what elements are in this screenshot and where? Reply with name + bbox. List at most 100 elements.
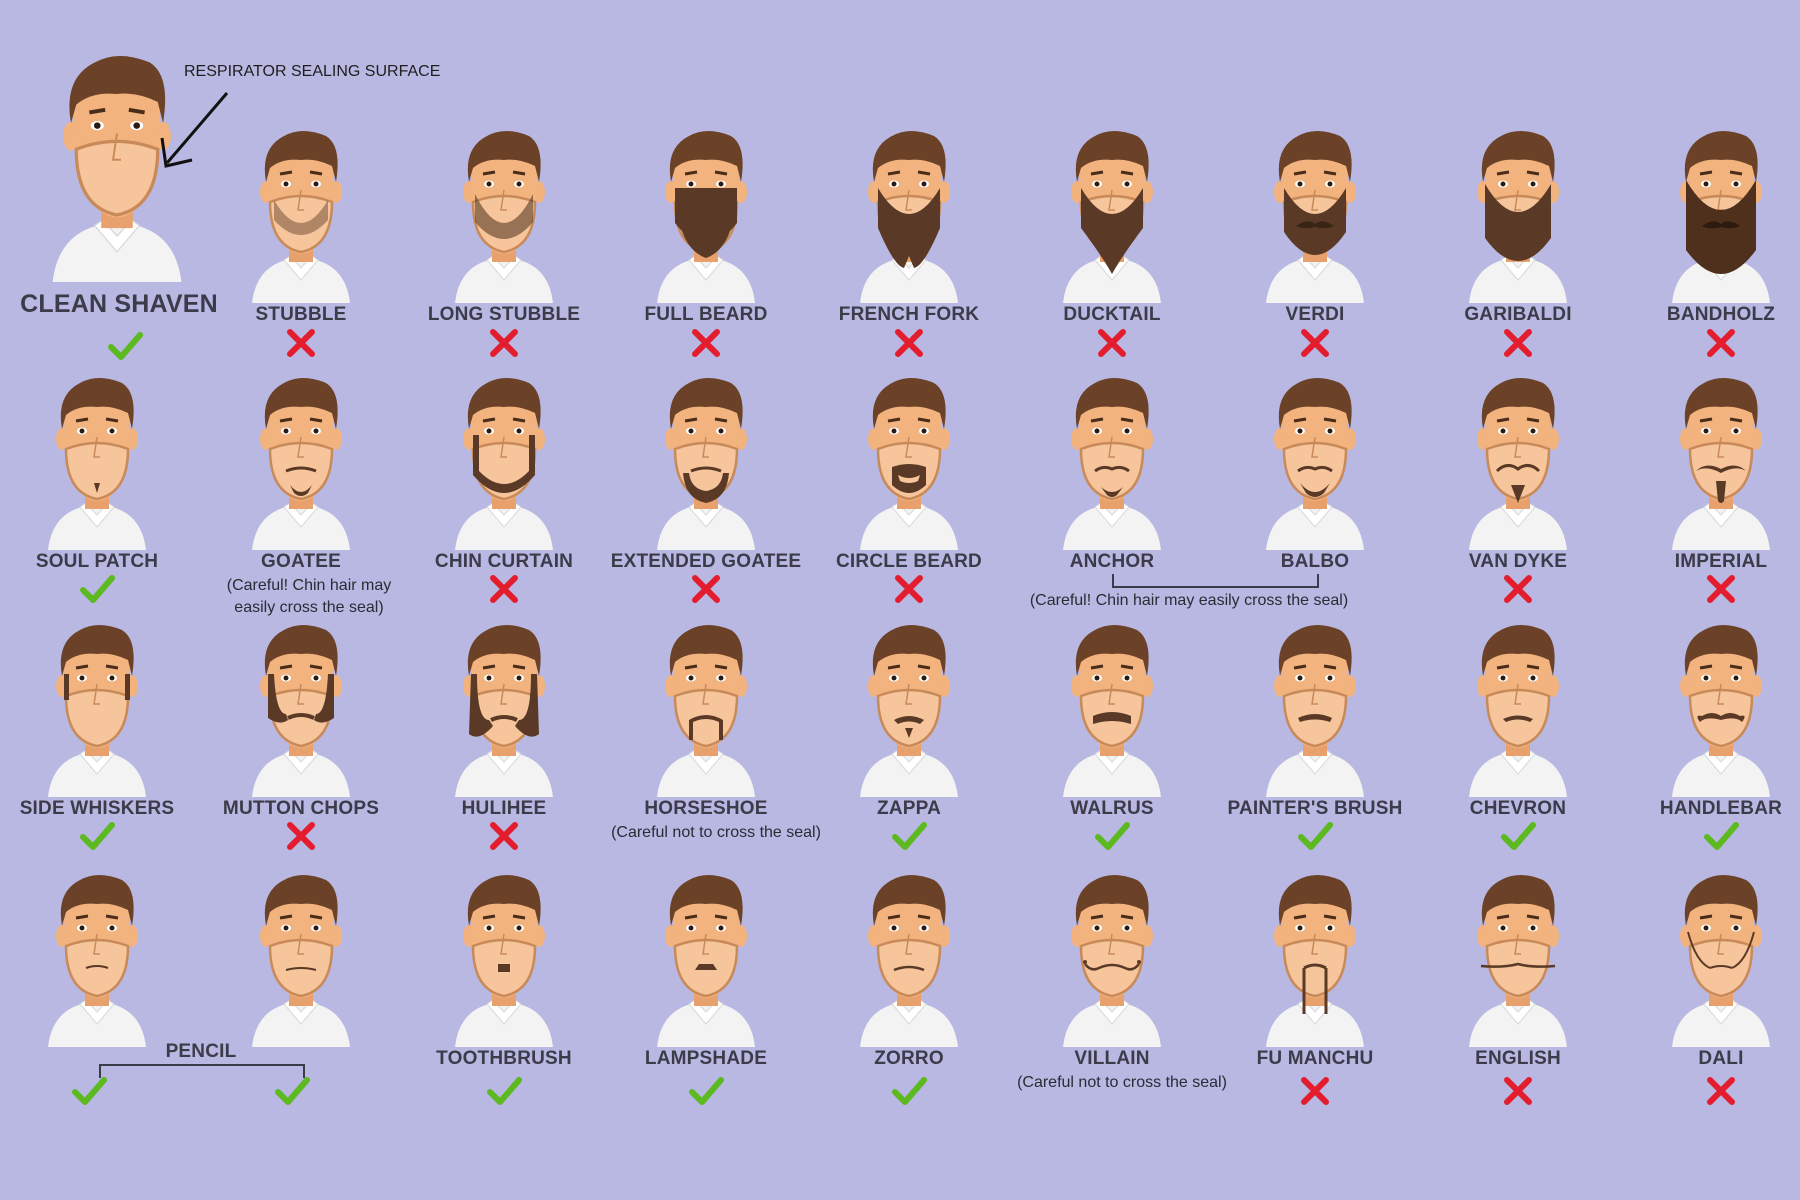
face-chin-curtain-icon [449,375,559,550]
face-bandholz-icon [1666,128,1776,303]
style-label: STUBBLE [255,304,347,325]
check-mark-icon [79,820,115,852]
face-stubble-icon [246,128,356,303]
caution-note: (Careful not to cross the seal) [611,824,821,841]
style-label: FULL BEARD [644,304,768,325]
x-mark-icon [283,820,319,852]
callout-arrow-icon [160,92,229,168]
check-mark-icon [1094,820,1130,852]
x-mark-icon [486,327,522,359]
check-mark-icon [1500,820,1536,852]
face-soul-patch-icon [42,375,152,550]
style-label: ZORRO [874,1048,944,1069]
face-long-stubble-icon [449,128,559,303]
check-mark-icon [1297,820,1333,852]
style-label: CHEVRON [1469,798,1567,819]
check-mark-icon [486,1075,522,1107]
face-ducktail-icon [1057,128,1167,303]
style-label: LAMPSHADE [644,1048,768,1069]
style-label: MUTTON CHOPS [222,798,380,819]
anchor-balbo-caution-note: (Careful! Chin hair may easily cross the… [1029,592,1349,609]
pencil-label: PENCIL [165,1041,237,1062]
style-label: IMPERIAL [1674,551,1768,572]
face-zappa-icon [854,622,964,797]
x-mark-icon [1703,327,1739,359]
x-mark-icon [1297,327,1333,359]
check-mark-icon [1703,820,1739,852]
style-label: CLEAN SHAVEN [20,290,218,318]
style-label: VILLAIN [1074,1048,1150,1069]
face-van-dyke-icon [1463,375,1573,550]
callout-label: RESPIRATOR SEALING SURFACE [184,63,441,80]
style-label: WALRUS [1070,798,1154,819]
x-mark-icon [688,327,724,359]
face-zorro-icon [854,872,964,1047]
face-english-icon [1463,872,1573,1047]
style-label: HORSESHOE [644,798,768,819]
style-label: CHIN CURTAIN [434,551,574,572]
style-label: DUCKTAIL [1063,304,1161,325]
face-chevron-icon [1463,622,1573,797]
style-label: ANCHOR [1069,551,1155,572]
face-mutton-chops-icon [246,622,356,797]
caution-note: (Careful! Chin hair may easily cross the… [226,577,392,616]
style-label: FRENCH FORK [838,304,980,325]
face-hulihee-icon [449,622,559,797]
face-villain-icon [1057,872,1167,1047]
check-mark-icon [274,1075,310,1107]
face-dali-icon [1666,872,1776,1047]
face-anchor-icon [1057,375,1167,550]
face-painter-s-brush-icon [1260,622,1370,797]
style-label: FU MANCHU [1256,1048,1374,1069]
x-mark-icon [891,327,927,359]
face-handlebar-icon [1666,622,1776,797]
style-label: SOUL PATCH [35,551,159,572]
style-label: PAINTER'S BRUSH [1227,798,1403,819]
style-label: GOATEE [260,551,342,572]
style-label: BALBO [1280,551,1350,572]
x-mark-icon [1500,1075,1536,1107]
check-mark-icon [71,1075,107,1107]
style-label: EXTENDED GOATEE [610,551,802,572]
x-mark-icon [283,327,319,359]
style-label: VAN DYKE [1468,551,1568,572]
face-horseshoe-icon [651,622,761,797]
x-mark-icon [1297,1075,1333,1107]
style-label: DALI [1698,1048,1744,1069]
x-mark-icon [1703,1075,1739,1107]
style-label: HULIHEE [461,798,547,819]
x-mark-icon [486,573,522,605]
style-label: GARIBALDI [1464,304,1572,325]
style-label: HANDLEBAR [1659,798,1783,819]
x-mark-icon [1703,573,1739,605]
style-label: BANDHOLZ [1666,304,1776,325]
x-mark-icon [688,573,724,605]
face-pencil-icon [246,872,356,1047]
style-label: CIRCLE BEARD [836,551,982,572]
style-label: VERDI [1285,304,1345,325]
face-goatee-icon [246,375,356,550]
face-lampshade-icon [651,872,761,1047]
face-verdi-icon [1260,128,1370,303]
check-mark-icon [107,330,143,362]
face-full-beard-icon [651,128,761,303]
style-label: LONG STUBBLE [427,304,581,325]
face-extended-goatee-icon [651,375,761,550]
face-fu-manchu-icon [1260,872,1370,1047]
face-garibaldi-icon [1463,128,1573,303]
pencil-bracket [99,1064,305,1078]
x-mark-icon [1500,573,1536,605]
style-label: ZAPPA [877,798,941,819]
check-mark-icon [891,820,927,852]
face-french-fork-icon [854,128,964,303]
face-circle-beard-icon [854,375,964,550]
face-imperial-icon [1666,375,1776,550]
x-mark-icon [891,573,927,605]
face-walrus-icon [1057,622,1167,797]
x-mark-icon [486,820,522,852]
style-label: ENGLISH [1475,1048,1561,1069]
x-mark-icon [1500,327,1536,359]
face-balbo-icon [1260,375,1370,550]
caution-note: (Careful not to cross the seal) [1017,1074,1227,1091]
